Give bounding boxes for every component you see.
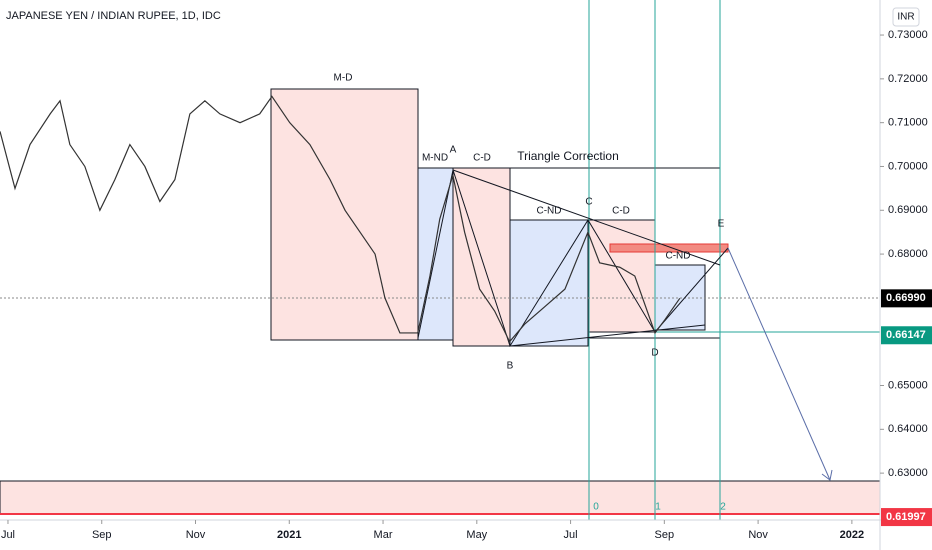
y-tick-label: 0.68000	[888, 248, 928, 260]
wave-label: C-ND	[666, 251, 691, 262]
x-tick-label: Jul	[1, 529, 15, 541]
chart-title: JAPANESE YEN / INDIAN RUPEE, 1D, IDC	[6, 10, 221, 22]
fib-label: 1	[655, 502, 661, 513]
x-tick-label: 2021	[277, 529, 301, 541]
wave	[417, 168, 729, 348]
wave-label: E	[718, 219, 725, 230]
y-tick-label: 0.64000	[888, 423, 928, 435]
wave-label: C-ND	[537, 206, 562, 217]
y-tick-label: 0.65000	[888, 379, 928, 391]
y-tick-label: 0.72000	[888, 73, 928, 85]
y-tick-label: 0.71000	[888, 117, 928, 129]
x-tick-label: Mar	[374, 529, 393, 541]
x-tick-label: 2022	[840, 529, 864, 541]
price-marker-label: 0.66147	[886, 329, 926, 341]
x-tick-label: Sep	[655, 529, 675, 541]
y-tick-label: 0.70000	[888, 160, 928, 172]
wave-label: M-ND	[422, 153, 448, 164]
wave-label: C-D	[473, 153, 491, 164]
price-line	[0, 95, 681, 343]
fib-label: 0	[593, 502, 599, 513]
fib-label: 2	[720, 502, 726, 513]
wave-label: B	[507, 361, 514, 372]
wave-label: Triangle Correction	[517, 149, 619, 163]
wave-label: M-D	[334, 73, 353, 84]
price-axis	[880, 0, 932, 550]
y-tick-label: 0.69000	[888, 204, 928, 216]
currency-box	[892, 7, 920, 27]
y-tick-label: 0.63000	[888, 467, 928, 479]
zone	[0, 480, 881, 515]
trend-line	[509, 324, 706, 347]
trend-line	[452, 169, 721, 266]
price-marker	[881, 326, 932, 345]
wave-label: A	[450, 145, 457, 156]
x-tick-label: May	[466, 529, 487, 541]
x-tick-label: Nov	[186, 529, 206, 541]
y-tick-label: 0.73000	[888, 29, 928, 41]
wave-label: C	[585, 197, 592, 208]
price-marker-label: 0.66990	[886, 292, 926, 304]
price-marker-label: 0.61997	[886, 511, 926, 523]
price-marker	[881, 508, 932, 527]
currency: INR	[897, 12, 914, 23]
arrow-head	[821, 469, 833, 481]
x-tick-label: Nov	[748, 529, 768, 541]
wave-label: D	[651, 348, 658, 359]
arrow	[727, 247, 831, 481]
wave-label: C-D	[612, 206, 630, 217]
x-tick-label: Jul	[564, 529, 578, 541]
x-tick-label: Sep	[92, 529, 112, 541]
price-marker	[881, 289, 932, 308]
